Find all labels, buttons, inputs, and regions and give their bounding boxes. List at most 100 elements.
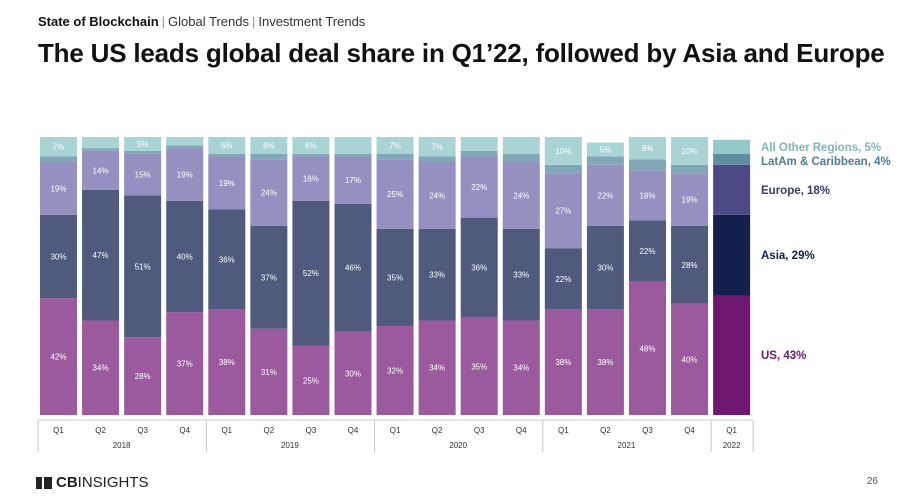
- bar-us-9: [376, 326, 414, 415]
- bar-latam-caribbean-13: [544, 164, 582, 174]
- bar-us-1: [40, 298, 77, 415]
- bar-europe-8: [334, 156, 372, 204]
- page-number: 26: [866, 476, 878, 487]
- bar-latam-caribbean-17: [713, 153, 751, 165]
- data-label: 24%: [429, 191, 445, 200]
- bar-us-5: [208, 309, 246, 415]
- bar-us-12: [502, 320, 540, 415]
- series-label-all-other-regions: All Other Regions, 5%: [761, 142, 881, 154]
- bar-europe-1: [40, 162, 77, 215]
- data-label: 34%: [93, 364, 109, 373]
- bar-latam-caribbean-10: [418, 156, 456, 163]
- bar-us-10: [418, 320, 456, 415]
- bar-asia-16: [671, 225, 709, 304]
- bar-us-17: [713, 295, 751, 415]
- data-label: 18%: [639, 191, 655, 200]
- bar-latam-caribbean-9: [376, 153, 414, 160]
- bar-asia-9: [376, 228, 414, 327]
- data-label: 36%: [219, 255, 235, 264]
- x-tick-label: Q4: [348, 426, 359, 435]
- page-title: The US leads global deal share in Q1’22,…: [38, 38, 885, 68]
- data-label: 32%: [387, 367, 403, 376]
- data-label: 19%: [219, 179, 235, 188]
- bar-europe-7: [292, 156, 330, 201]
- bar-europe-12: [502, 162, 540, 229]
- data-label: 37%: [177, 360, 193, 369]
- bar-all-other-regions-8: [334, 137, 372, 154]
- bar-latam-caribbean-3: [124, 150, 162, 154]
- data-label: 24%: [261, 189, 277, 198]
- bar-asia-14: [586, 225, 624, 310]
- bar-latam-caribbean-4: [166, 145, 204, 149]
- bar-all-other-regions-15: [628, 137, 666, 160]
- x-tick-label: Q1: [558, 426, 569, 435]
- bar-europe-13: [544, 173, 582, 249]
- x-tick-label: Q2: [432, 426, 443, 435]
- year-label: 2018: [113, 441, 131, 450]
- bar-us-15: [628, 281, 666, 415]
- data-label: 38%: [597, 358, 613, 367]
- bar-all-other-regions-7: [292, 137, 330, 154]
- bar-us-16: [671, 303, 709, 415]
- data-label: 35%: [471, 362, 487, 371]
- data-label: 34%: [429, 364, 445, 373]
- bar-asia-11: [460, 217, 498, 318]
- bar-us-4: [166, 312, 204, 415]
- breadcrumb-subsection: Global Trends: [168, 14, 249, 29]
- year-label: 2021: [618, 441, 636, 450]
- data-label: 38%: [555, 358, 571, 367]
- bar-all-other-regions-2: [82, 137, 120, 149]
- year-label: 2022: [723, 441, 741, 450]
- bar-latam-caribbean-1: [40, 156, 77, 163]
- data-label: 28%: [682, 261, 698, 270]
- x-tick-label: Q1: [53, 426, 64, 435]
- bar-latam-caribbean-2: [82, 148, 120, 151]
- bar-all-other-regions-5: [208, 137, 246, 154]
- data-label: 40%: [177, 253, 193, 262]
- data-label: 10%: [555, 147, 571, 156]
- x-tick-label: Q4: [179, 426, 190, 435]
- x-tick-label: Q1: [390, 426, 401, 435]
- x-tick-label: Q2: [600, 426, 611, 435]
- bar-europe-6: [250, 159, 288, 226]
- data-label: 48%: [639, 344, 655, 353]
- bar-all-other-regions-6: [250, 137, 288, 154]
- data-label: 14%: [93, 166, 109, 175]
- bar-europe-10: [418, 162, 456, 229]
- bar-us-2: [82, 320, 120, 415]
- data-label: 19%: [177, 171, 193, 180]
- bar-asia-17: [713, 214, 751, 296]
- data-label: 19%: [50, 184, 66, 193]
- data-label: 30%: [597, 264, 613, 273]
- year-label: 2020: [449, 441, 467, 450]
- series-label-europe: Europe, 18%: [761, 185, 830, 197]
- bar-latam-caribbean-7: [292, 153, 330, 157]
- year-label: 2019: [281, 441, 299, 450]
- bar-us-6: [250, 328, 288, 415]
- bar-latam-caribbean-6: [250, 153, 288, 160]
- bar-asia-15: [628, 220, 666, 282]
- bar-asia-13: [544, 248, 582, 310]
- breadcrumb-separator: |: [251, 14, 256, 29]
- data-label: 19%: [682, 196, 698, 205]
- bar-latam-caribbean-14: [586, 156, 624, 165]
- data-label: 42%: [50, 353, 66, 362]
- bar-all-other-regions-1: [40, 137, 77, 157]
- breadcrumb: State of Blockchain | Global Trends | Invest…: [38, 14, 365, 29]
- bar-latam-caribbean-16: [671, 164, 709, 174]
- bar-asia-6: [250, 225, 288, 329]
- data-label: 22%: [555, 275, 571, 284]
- bar-all-other-regions-11: [460, 137, 498, 151]
- data-label: 10%: [682, 147, 698, 156]
- data-label: 38%: [219, 358, 235, 367]
- bar-latam-caribbean-5: [208, 153, 246, 157]
- data-label: 5%: [221, 141, 233, 150]
- x-tick-label: Q3: [474, 426, 485, 435]
- data-label: 8%: [642, 144, 654, 153]
- bar-all-other-regions-16: [671, 137, 709, 165]
- series-label-asia: Asia, 29%: [761, 250, 815, 262]
- data-label: 30%: [50, 253, 66, 262]
- data-label: 34%: [513, 364, 529, 373]
- data-label: 7%: [53, 143, 65, 152]
- data-label: 46%: [345, 264, 361, 273]
